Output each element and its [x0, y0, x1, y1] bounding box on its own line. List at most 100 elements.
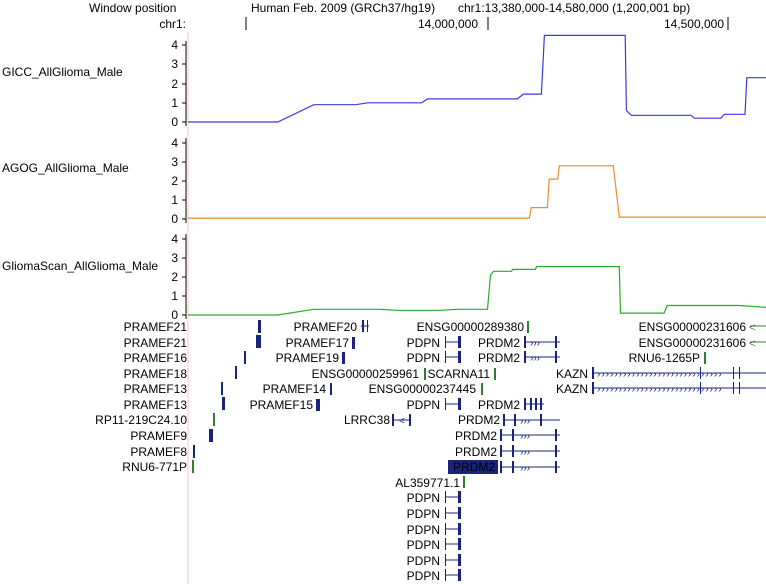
track-title: AGOG_AllGlioma_Male	[2, 161, 129, 175]
gene-label[interactable]: ENSG00000231606	[639, 336, 747, 350]
gene-label[interactable]: PDPN	[407, 351, 440, 365]
gene-label[interactable]: PRDM2	[458, 413, 500, 427]
gene-label[interactable]: ENSG00000289380	[417, 320, 525, 334]
gene-label[interactable]: AL359771.1	[395, 476, 460, 490]
gene-glyph[interactable]: <	[749, 322, 766, 334]
window-position-label: Window position	[89, 1, 176, 15]
gene-glyph[interactable]	[221, 382, 223, 395]
gene-glyph[interactable]	[481, 383, 483, 395]
gene-label[interactable]: RNU6-1265P	[629, 351, 700, 365]
gene-label[interactable]: PDPN	[407, 507, 440, 521]
gene-glyph[interactable]	[361, 320, 369, 332]
gene-label[interactable]: PDPN	[407, 538, 440, 552]
gene-glyph[interactable]	[352, 337, 355, 349]
assembly-label: Human Feb. 2009 (GRCh37/hg19)	[251, 1, 435, 15]
gene-label[interactable]: ENSG00000231606	[639, 320, 747, 334]
gene-label[interactable]: ENSG00000237445	[369, 382, 477, 396]
gene-label[interactable]: PRAMEF9	[130, 429, 187, 443]
gene-label[interactable]: PRDM2	[455, 445, 497, 459]
svg-text:<: <	[749, 322, 755, 334]
gene-glyph[interactable]	[445, 569, 461, 581]
gene-label[interactable]: PRAMEF8	[130, 445, 187, 459]
gene-glyph[interactable]	[193, 445, 195, 458]
gene-label[interactable]: RP11-219C24.10	[95, 413, 187, 427]
gene-label[interactable]: PRDM2	[455, 429, 497, 443]
gene-glyph[interactable]: ›››	[500, 429, 560, 442]
gene-highlight-box[interactable]	[448, 460, 498, 474]
gene-label[interactable]: LRRC38	[344, 413, 390, 427]
gene-label[interactable]: KAZN	[556, 382, 588, 396]
gene-glyph[interactable]	[244, 351, 246, 364]
gene-glyph[interactable]	[192, 460, 194, 473]
gene-glyph[interactable]	[445, 538, 461, 550]
gene-glyph[interactable]	[463, 476, 465, 488]
gene-glyph[interactable]: ›››	[524, 336, 560, 349]
gene-glyph[interactable]	[445, 507, 461, 519]
gene-label[interactable]: PRAMEF13	[124, 398, 188, 412]
gene-glyph[interactable]: ›››	[500, 461, 560, 474]
gene-glyph[interactable]	[330, 383, 332, 395]
gene-glyph[interactable]	[222, 397, 225, 410]
gene-glyph[interactable]	[316, 399, 320, 411]
gene-label[interactable]: SCARNA11	[428, 367, 491, 381]
gene-glyph[interactable]	[445, 351, 461, 363]
gene-glyph[interactable]: ›››››››››››››››››››››››››››››	[592, 367, 766, 380]
gene-label[interactable]: PRAMEF20	[294, 320, 358, 334]
gene-label[interactable]: PRAMEF21	[124, 320, 188, 334]
gene-label[interactable]: PRAMEF17	[286, 336, 350, 350]
gene-label[interactable]: PDPN	[407, 491, 440, 505]
y-tick-label: 0	[171, 212, 178, 226]
gene-label[interactable]: PDPN	[407, 569, 440, 583]
gene-glyph[interactable]	[527, 321, 529, 333]
ruler-label-14000000: 14,000,000	[418, 17, 478, 31]
track-gliomascan[interactable]: GliomaScan_AllGlioma_Male 4 3 2 1 0	[2, 232, 766, 322]
gene-glyph[interactable]: ›››››››››››››››››››››››››››››	[592, 382, 766, 395]
svg-text:›››››››››››››››››››››››››››››: ›››››››››››››››››››››››››››››	[597, 369, 723, 380]
gene-glyph[interactable]: ›››	[500, 445, 560, 458]
gene-label[interactable]: PRDM2	[478, 351, 520, 365]
gene-glyph[interactable]	[256, 335, 261, 348]
gene-label[interactable]: ENSG00000259961	[312, 367, 420, 381]
gene-glyph[interactable]	[445, 523, 461, 535]
track-gicc[interactable]: GICC_AllGlioma_Male 4 3 2 1 0	[2, 34, 766, 129]
gene-glyph[interactable]: <	[392, 414, 411, 427]
y-tick-label: 2	[171, 174, 178, 188]
gene-label[interactable]: PRAMEF14	[263, 382, 327, 396]
gene-glyph[interactable]	[445, 398, 461, 410]
gene-label[interactable]: PRAMEF18	[124, 367, 188, 381]
gene-label[interactable]: PRAMEF13	[124, 382, 188, 396]
gene-track[interactable]: PRAMEF21 PRAMEF21 PRAMEF16 PRAMEF18 PRAM…	[95, 320, 766, 583]
gene-glyph[interactable]	[494, 368, 496, 380]
gene-label[interactable]: PRDM2	[478, 398, 520, 412]
gene-glyph[interactable]	[209, 429, 213, 442]
gene-glyph[interactable]	[445, 554, 461, 566]
gene-glyph[interactable]	[704, 352, 706, 364]
gene-glyph[interactable]	[342, 352, 345, 364]
gene-glyph[interactable]	[424, 368, 426, 380]
gene-label[interactable]: PRDM2	[478, 336, 520, 350]
gene-glyph[interactable]: ›››	[503, 414, 560, 427]
gene-glyph[interactable]	[524, 398, 544, 410]
gene-label[interactable]: RNU6-771P	[122, 460, 187, 474]
gene-label[interactable]: KAZN	[556, 367, 588, 381]
gene-label[interactable]: PDPN	[407, 336, 440, 350]
gene-label[interactable]: PRAMEF19	[276, 351, 340, 365]
gene-label[interactable]: PRAMEF15	[250, 398, 314, 412]
gene-glyph[interactable]	[213, 413, 215, 426]
track-agog[interactable]: AGOG_AllGlioma_Male 4 3 2 1 0	[2, 136, 766, 226]
gene-label[interactable]: PRDM2	[453, 460, 495, 474]
gene-glyph[interactable]	[445, 336, 461, 348]
svg-text:›››: ›››	[520, 431, 530, 442]
ruler-label-14500000: 14,500,000	[664, 17, 724, 31]
gene-label[interactable]: PDPN	[407, 554, 440, 568]
gene-glyph[interactable]: <	[749, 338, 766, 350]
gene-glyph[interactable]: ›››	[524, 351, 560, 364]
gene-glyph[interactable]	[445, 491, 461, 503]
gene-label[interactable]: PRAMEF16	[124, 351, 188, 365]
gene-glyph[interactable]	[258, 320, 261, 333]
gene-label[interactable]: PDPN	[407, 523, 440, 537]
gene-glyph[interactable]	[235, 366, 237, 379]
gene-label[interactable]: PDPN	[407, 398, 440, 412]
gene-label[interactable]: PRAMEF21	[124, 336, 188, 350]
